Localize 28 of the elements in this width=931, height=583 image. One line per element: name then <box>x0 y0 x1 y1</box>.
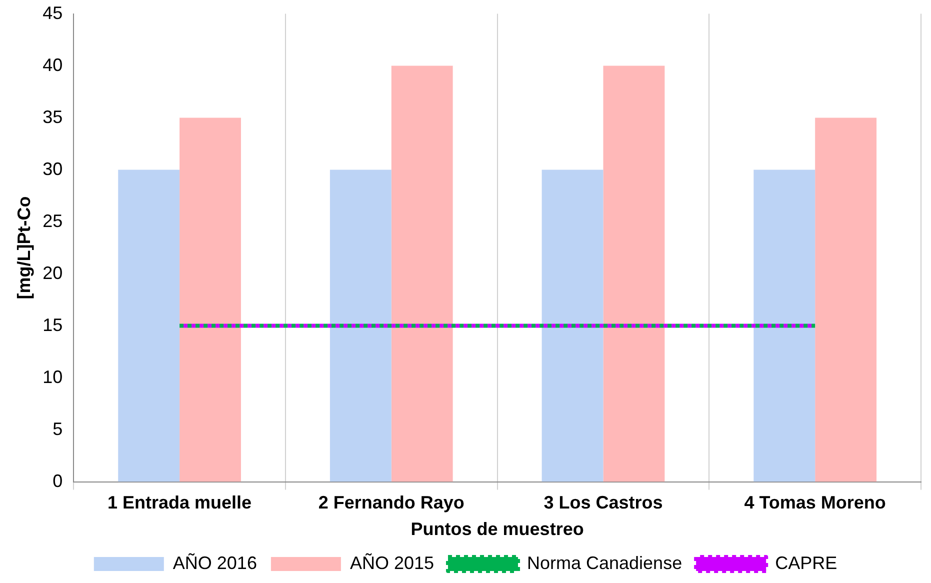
bar <box>118 170 180 482</box>
bar <box>391 66 453 482</box>
y-tick-label: 10 <box>42 366 63 387</box>
y-tick-label: 30 <box>42 158 63 179</box>
bar <box>330 170 392 482</box>
bar <box>754 170 816 482</box>
y-tick-label: 25 <box>42 210 63 231</box>
x-tick-label: 4 Tomas Moreno <box>744 492 886 513</box>
bar <box>603 66 665 482</box>
y-tick-label: 20 <box>42 262 63 283</box>
bar <box>542 170 604 482</box>
y-tick-label: 45 <box>42 2 63 23</box>
y-tick-label: 15 <box>42 314 63 335</box>
bar <box>815 118 877 482</box>
legend-label: AÑO 2015 <box>350 552 434 573</box>
y-tick-label: 5 <box>52 418 63 439</box>
x-tick-label: 1 Entrada muelle <box>108 492 252 513</box>
y-tick-label: 40 <box>42 54 63 75</box>
x-tick-label: 2 Fernando Rayo <box>318 492 464 513</box>
y-axis-title: [mg/L]Pt-Co <box>14 196 34 300</box>
legend-label: Norma Canadiense <box>527 552 682 573</box>
y-tick-label: 35 <box>42 106 63 127</box>
x-axis-title: Puntos de muestreo <box>410 519 584 540</box>
legend-label: AÑO 2016 <box>172 552 257 573</box>
x-tick-label: 3 Los Castros <box>544 492 663 513</box>
bar <box>180 118 241 482</box>
y-tick-label: 0 <box>52 470 63 491</box>
legend-label: CAPRE <box>775 552 838 573</box>
